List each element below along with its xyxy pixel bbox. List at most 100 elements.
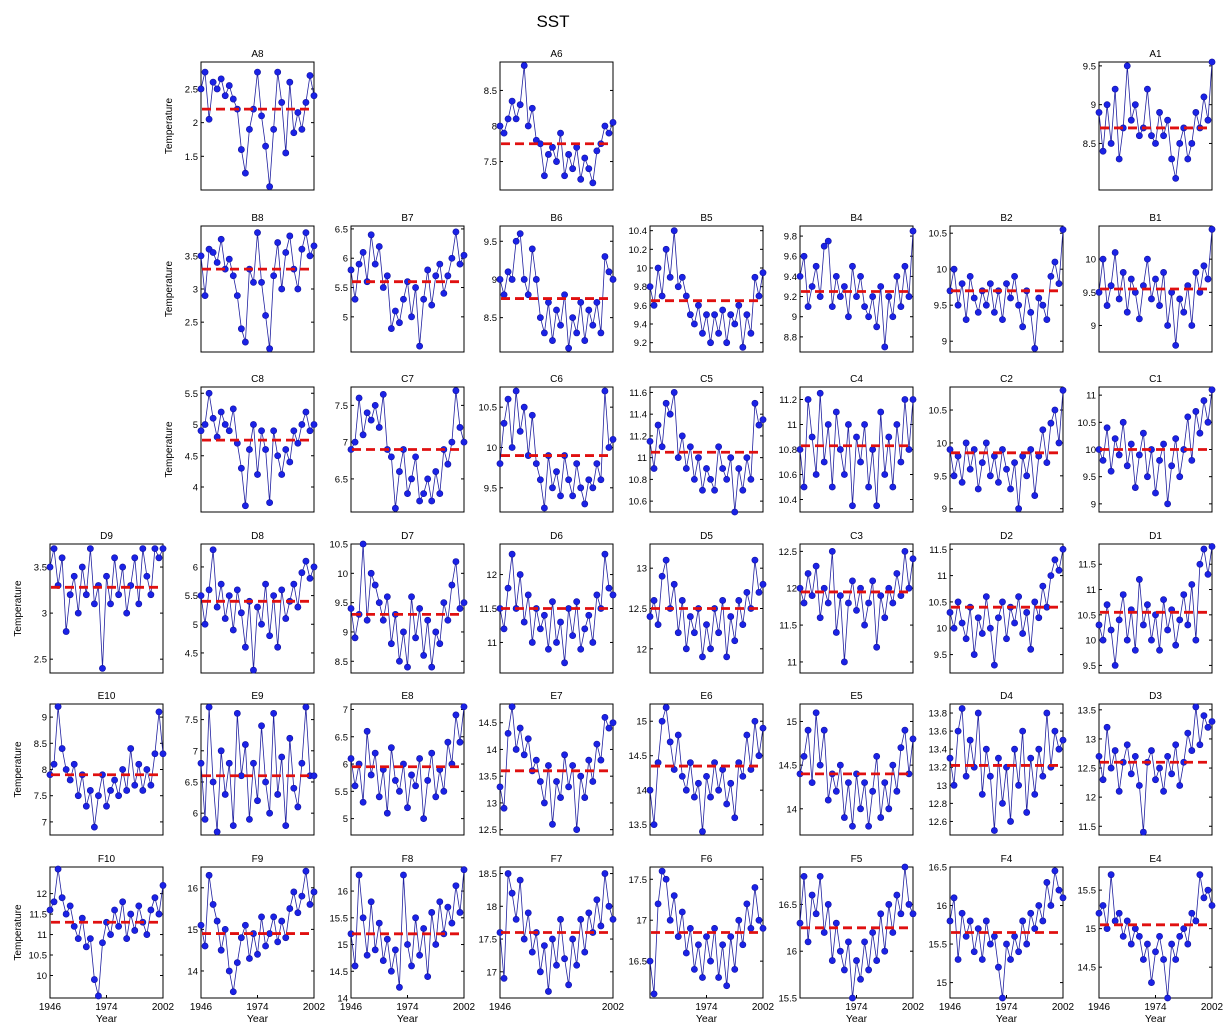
data-point	[1047, 272, 1055, 280]
data-point	[581, 500, 589, 508]
data-point	[262, 580, 269, 588]
data-point	[504, 870, 512, 877]
data-point	[995, 754, 1002, 762]
y-tick-label: 6	[193, 809, 198, 820]
y-tick-label: 5.5	[185, 389, 198, 400]
figure-title: SST	[536, 12, 569, 31]
data-point	[310, 888, 318, 896]
data-point	[865, 966, 873, 974]
data-point	[962, 772, 970, 780]
data-point	[824, 796, 832, 804]
data-point	[1196, 741, 1204, 749]
data-point	[650, 465, 658, 472]
data-point	[347, 755, 355, 762]
data-point	[1007, 485, 1014, 493]
data-point	[869, 577, 877, 585]
y-tick-label: 10.4	[779, 495, 798, 506]
y-tick-label: 14	[486, 745, 497, 756]
data-point	[456, 260, 464, 268]
data-point	[1099, 255, 1107, 263]
data-point	[383, 593, 391, 601]
data-point	[205, 703, 213, 711]
y-tick-label: 12.8	[929, 799, 948, 810]
data-point	[577, 298, 585, 306]
y-tick-label: 9.8	[784, 232, 797, 243]
data-point	[958, 478, 966, 486]
data-point	[274, 68, 282, 76]
data-point	[869, 929, 877, 936]
y-tick-label: 10.6	[629, 497, 648, 508]
data-point	[155, 708, 163, 716]
data-point	[1139, 429, 1147, 437]
panel-d5: D5 12 12.5 13	[629, 531, 767, 674]
data-point	[237, 934, 245, 942]
data-point	[1192, 917, 1200, 925]
panel-e10: E10 7 7.5 8 8.5 9 Temperature	[13, 691, 167, 836]
data-point	[885, 584, 893, 592]
data-point	[258, 722, 265, 730]
data-point	[90, 976, 98, 983]
data-point	[828, 303, 836, 311]
data-point	[703, 465, 710, 472]
data-point	[440, 599, 448, 607]
data-point	[800, 599, 808, 607]
axes-box	[799, 703, 914, 836]
data-point	[974, 308, 982, 316]
data-point	[528, 948, 536, 956]
y-tick-label: 15	[1085, 924, 1096, 935]
data-point	[873, 643, 881, 651]
data-point	[593, 740, 601, 748]
data-point	[1135, 782, 1143, 789]
data-point	[1192, 636, 1200, 644]
data-point	[581, 948, 589, 956]
data-point	[456, 738, 464, 746]
data-point	[751, 273, 759, 281]
data-point	[229, 626, 237, 634]
data-point	[258, 427, 265, 435]
data-point	[739, 772, 747, 780]
y-tick-label: 9	[942, 337, 947, 348]
y-tick-label: 8	[492, 122, 497, 133]
y-tick-label: 9.5	[1083, 661, 1096, 672]
data-point	[1103, 925, 1111, 933]
data-point	[1095, 288, 1103, 296]
data-point	[686, 613, 694, 620]
data-point	[824, 901, 832, 908]
data-point	[905, 584, 913, 592]
data-point	[540, 329, 548, 337]
data-point	[1168, 940, 1176, 948]
data-point	[1204, 116, 1212, 124]
data-point	[605, 444, 613, 451]
data-point	[408, 475, 415, 483]
data-point	[869, 293, 877, 300]
data-point	[363, 951, 371, 959]
data-point	[237, 146, 245, 153]
data-point	[1160, 596, 1167, 604]
data-point	[561, 659, 568, 667]
data-point	[1156, 646, 1163, 654]
data-point	[508, 97, 516, 105]
x-tick-label: 1974	[246, 1002, 269, 1013]
data-point	[404, 941, 411, 948]
y-tick-label: 6.5	[335, 474, 348, 485]
data-point	[1160, 440, 1167, 448]
data-point	[1180, 308, 1188, 316]
data-point	[1111, 85, 1119, 93]
data-point	[278, 285, 286, 293]
data-point	[1051, 727, 1059, 735]
data-point	[1164, 116, 1172, 124]
data-point	[747, 475, 755, 483]
data-point	[885, 293, 893, 300]
y-tick-label: 12	[636, 644, 647, 655]
data-point	[690, 475, 698, 483]
data-point	[508, 889, 516, 897]
data-point	[1127, 940, 1135, 948]
data-point	[966, 917, 974, 925]
data-point	[115, 792, 123, 800]
data-point	[310, 421, 318, 428]
data-point	[962, 316, 970, 323]
data-point	[995, 963, 1002, 971]
y-tick-label: 3	[42, 609, 47, 620]
data-point	[553, 158, 560, 165]
y-tick-label: 16	[936, 901, 947, 912]
